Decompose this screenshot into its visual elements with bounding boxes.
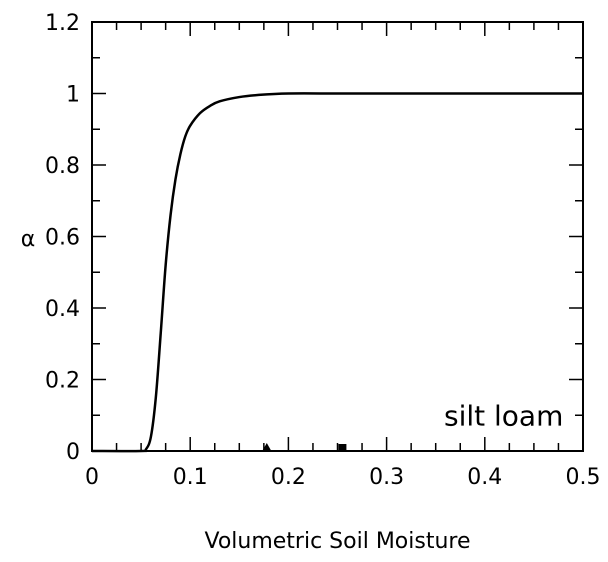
x-tick-label: 0.5 <box>566 465 601 490</box>
y-tick-label: 0.2 <box>45 369 80 394</box>
triangle-marker <box>262 443 271 450</box>
y-tick-label: 0.4 <box>45 297 80 322</box>
x-tick-label: 0.2 <box>271 465 306 490</box>
y-tick-label: 0 <box>66 440 80 465</box>
markers <box>262 443 347 451</box>
y-tick-label: 1 <box>66 83 80 108</box>
plot-frame <box>91 21 584 452</box>
x-tick-labels: 0 0.1 0.2 0.3 0.4 0.5 <box>85 465 601 490</box>
square-marker <box>338 444 347 451</box>
y-tick-label: 1.2 <box>45 11 80 36</box>
x-tick-label: 0.4 <box>467 465 502 490</box>
y-tick-labels: 0 0.2 0.4 0.6 0.8 1 1.2 <box>45 11 80 465</box>
x-tick-label: 0 <box>85 465 99 490</box>
y-tick-label: 0.6 <box>45 226 80 251</box>
series-line <box>91 92 584 453</box>
y-tick-label: 0.8 <box>45 154 80 179</box>
x-tick-label: 0.3 <box>369 465 404 490</box>
ticks <box>91 21 584 452</box>
x-tick-label: 0.1 <box>173 465 208 490</box>
x-axis-label: Volumetric Soil Moisture <box>204 529 470 554</box>
annotation-silt-loam: silt loam <box>444 399 563 432</box>
y-axis-label: α <box>21 227 36 252</box>
